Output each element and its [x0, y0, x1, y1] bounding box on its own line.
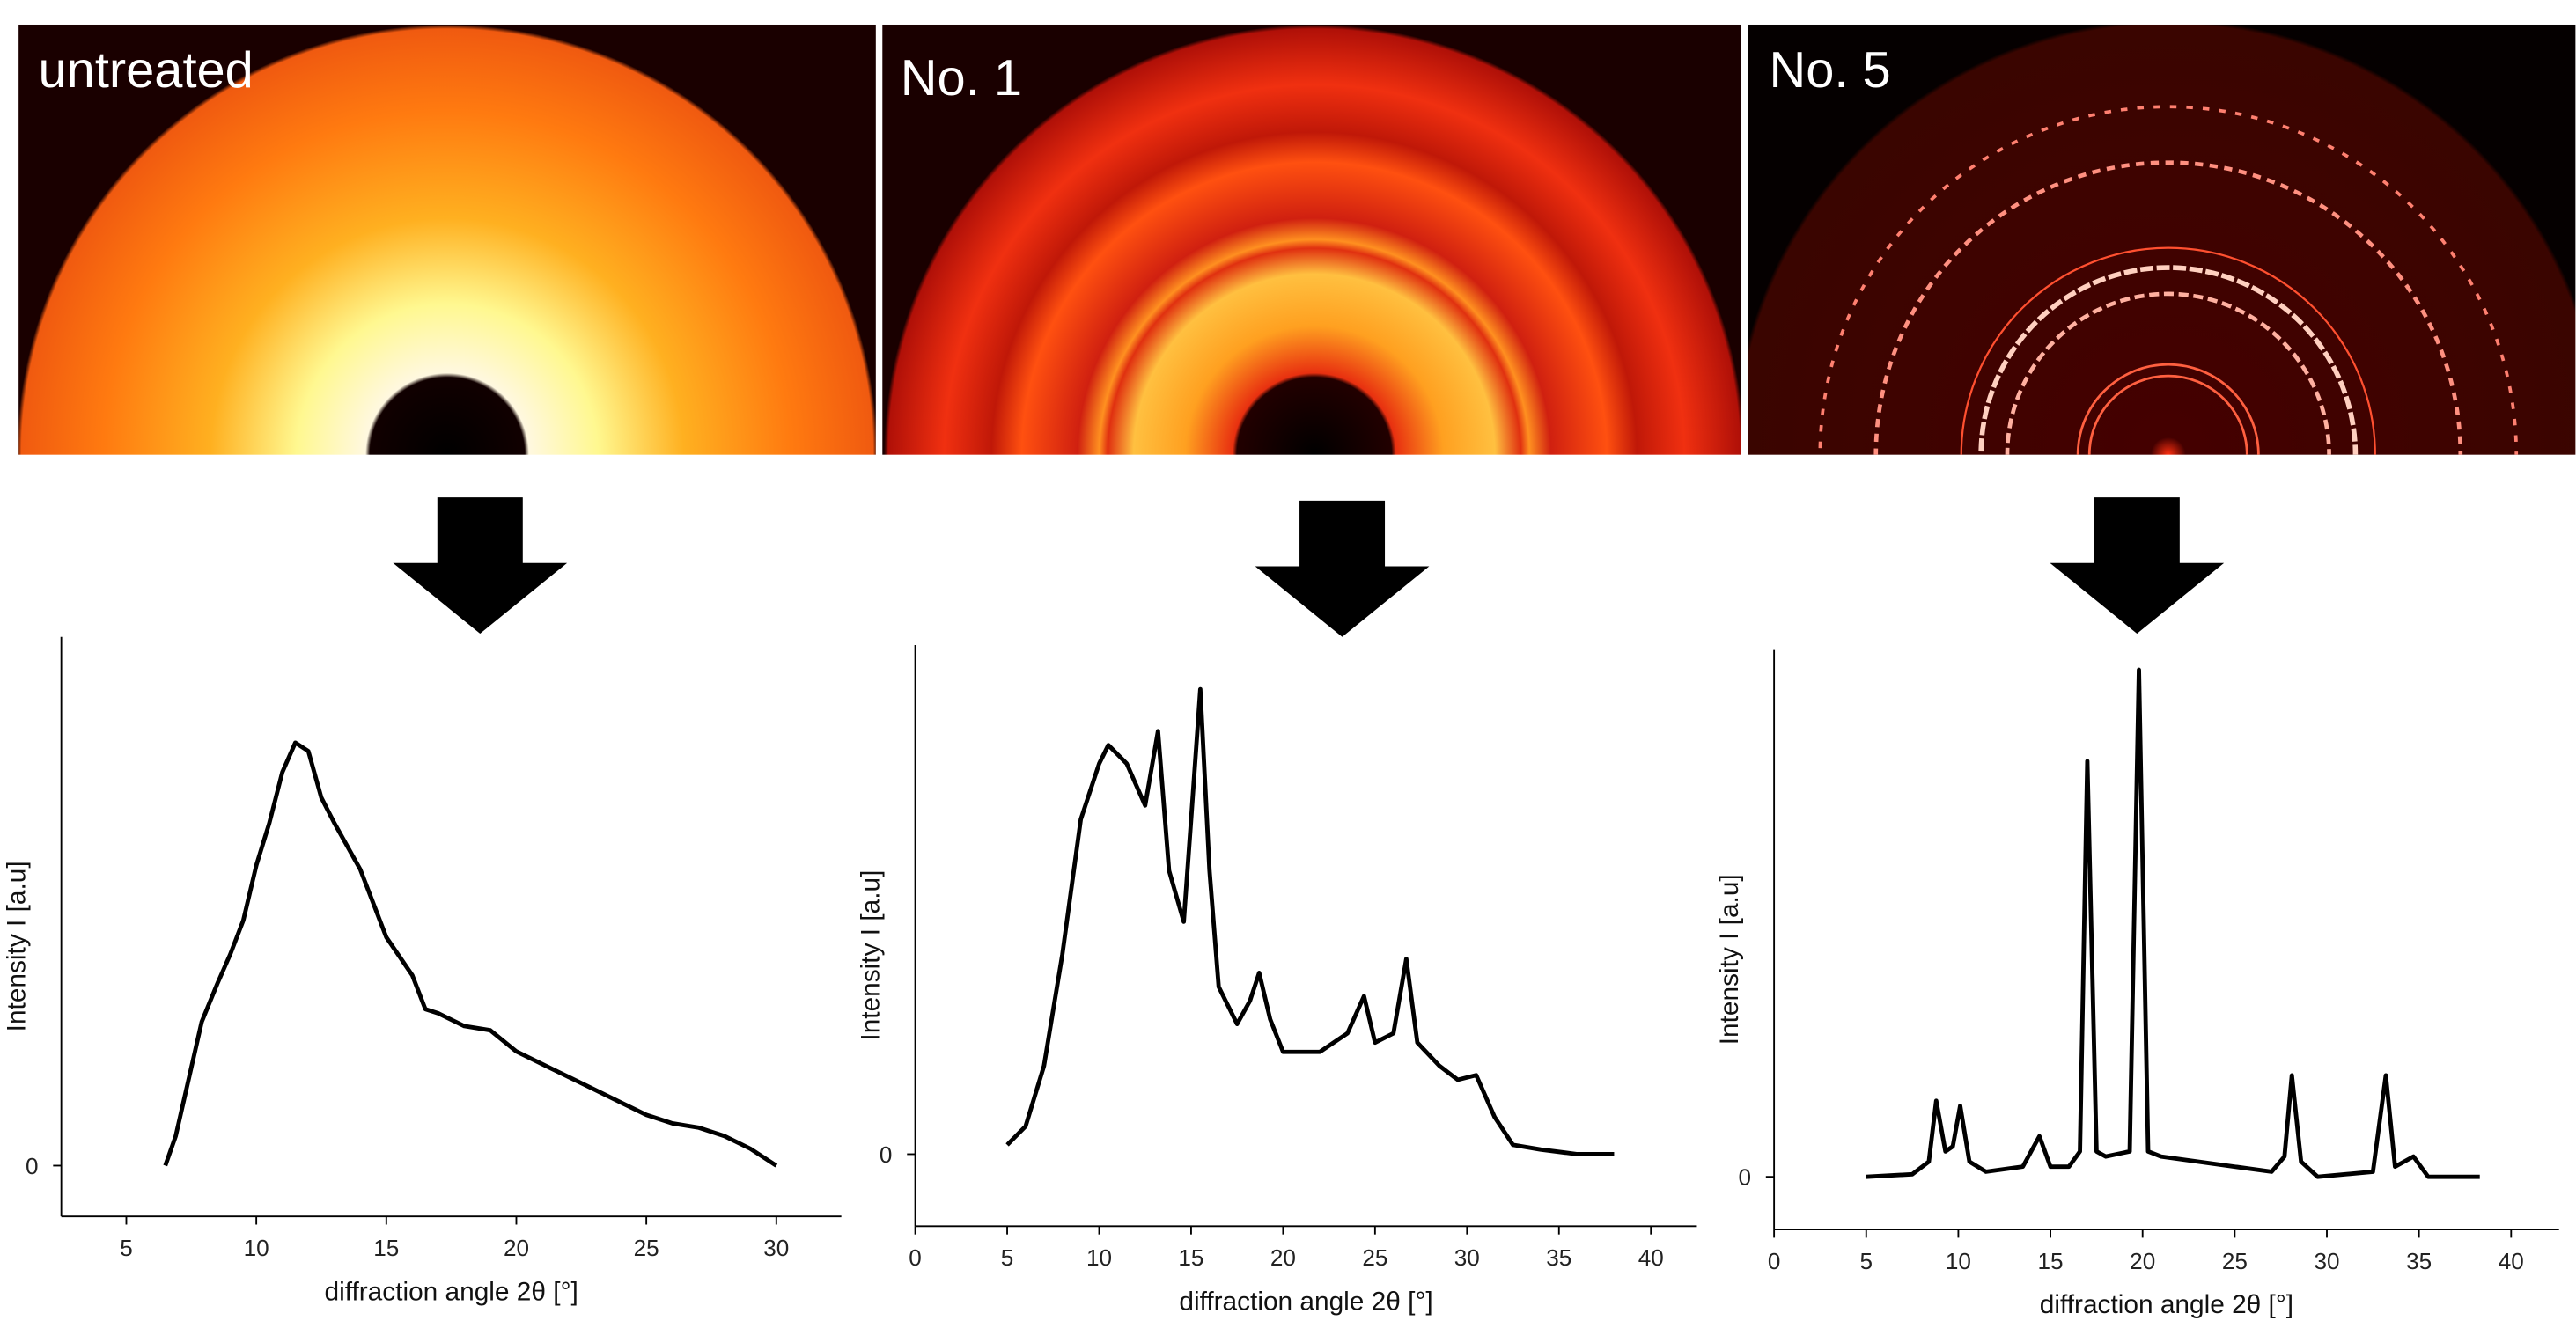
x-tick-label: 20 — [2130, 1248, 2155, 1274]
x-tick-label: 5 — [120, 1235, 133, 1261]
x-tick-label: 30 — [2314, 1248, 2339, 1274]
image-no1 — [882, 24, 1741, 455]
x-axis-label: diffraction angle 2θ [°] — [1179, 1287, 1432, 1316]
x-tick-label: 5 — [1860, 1248, 1873, 1274]
x-tick-label: 15 — [1178, 1244, 1203, 1271]
x-tick-label: 40 — [2499, 1248, 2524, 1274]
data-line — [163, 740, 778, 1168]
x-tick-label: 25 — [2222, 1248, 2248, 1274]
x-axis-label: diffraction angle 2θ [°] — [324, 1277, 578, 1306]
x-tick-label: 0 — [1768, 1248, 1781, 1274]
image-label: No. 5 — [1770, 42, 1891, 99]
arrow — [2050, 497, 2225, 634]
image-label: No. 1 — [901, 50, 1022, 106]
x-tick-label: 10 — [244, 1235, 269, 1261]
y-tick-label: 0 — [26, 1153, 39, 1179]
x-tick-label: 20 — [504, 1235, 529, 1261]
data-line — [1866, 667, 2480, 1179]
x-tick-label: 10 — [1086, 1244, 1112, 1271]
y-axis-label: Intensity I [a.u] — [857, 870, 886, 1041]
x-tick-label: 35 — [1546, 1244, 1571, 1271]
x-tick-label: 25 — [634, 1235, 659, 1261]
image-untreated — [18, 24, 876, 455]
x-tick-label: 30 — [763, 1235, 789, 1261]
diffraction-images: untreated No. 1 No. 5 — [18, 24, 2576, 455]
image-label: untreated — [39, 42, 254, 99]
y-tick-label: 0 — [1738, 1164, 1751, 1191]
x-tick-label: 15 — [2038, 1248, 2064, 1274]
arrow — [1255, 500, 1430, 637]
y-axis-label: Intensity I [a.u] — [3, 861, 32, 1031]
x-tick-label: 0 — [909, 1244, 922, 1271]
x-axis-label: diffraction angle 2θ [°] — [2040, 1290, 2293, 1319]
x-tick-label: 40 — [1638, 1244, 1664, 1271]
y-tick-label: 0 — [880, 1141, 893, 1168]
x-tick-label: 10 — [1946, 1248, 1971, 1274]
x-tick-label: 15 — [373, 1235, 399, 1261]
data-line — [1005, 686, 1615, 1156]
y-axis-label: Intensity I [a.u] — [1715, 874, 1744, 1045]
x-tick-label: 20 — [1270, 1244, 1296, 1271]
arrow — [393, 497, 568, 634]
arrows — [393, 497, 2225, 637]
rings — [1818, 105, 2518, 455]
x-tick-label: 25 — [1362, 1244, 1387, 1271]
x-tick-label: 5 — [1001, 1244, 1014, 1271]
x-tick-label: 35 — [2406, 1248, 2432, 1274]
x-tick-label: 30 — [1454, 1244, 1480, 1271]
